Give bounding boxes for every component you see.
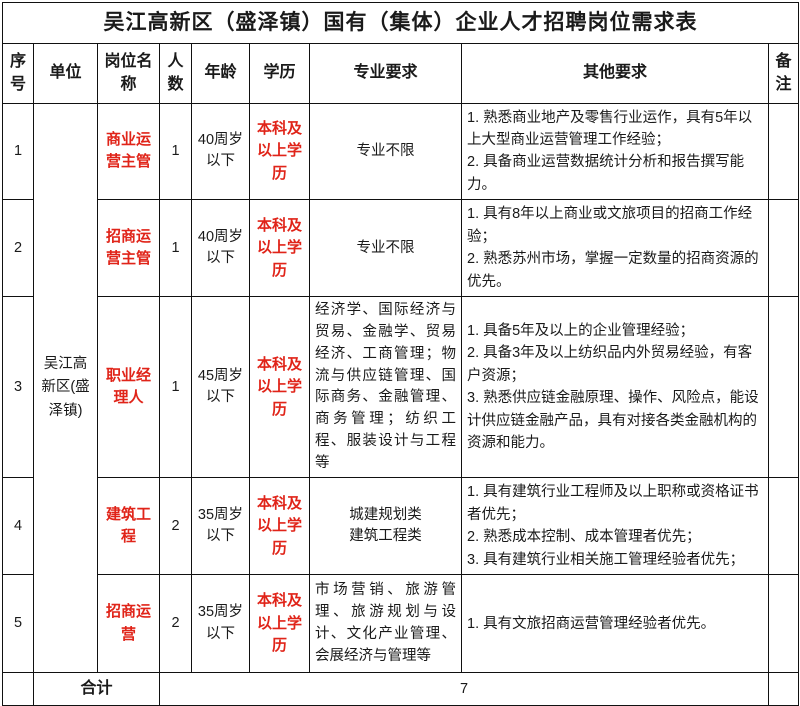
table-row: 2 招商运营主管 1 40周岁以下 本科及以上学历 专业不限 1. 具有8年以上… xyxy=(2,199,800,298)
other-requirement: 1. 具有8年以上商业或文旅项目的招商工作经验； 2. 熟悉苏州市场，掌握一定数… xyxy=(461,199,769,298)
total-row: 合计 7 xyxy=(2,672,800,706)
table-row: 3 职业经理人 1 45周岁以下 本科及以上学历 经济学、国际经济与贸易、金融学… xyxy=(2,296,800,479)
remark-cell xyxy=(767,199,800,298)
age-requirement: 40周岁以下 xyxy=(191,102,250,201)
remark-cell xyxy=(767,296,800,479)
col-header-index: 序号 xyxy=(2,42,34,104)
position-name: 招商运营主管 xyxy=(97,199,160,298)
headcount: 2 xyxy=(159,477,192,576)
position-name: 建筑工程 xyxy=(97,477,160,576)
page-title: 吴江高新区（盛泽镇）国有（集体）企业人才招聘岗位需求表 xyxy=(1,2,800,44)
header-row: 序号 单位 岗位名称 人数 年龄 学历 专业要求 其他要求 备注 xyxy=(2,42,800,104)
education-requirement: 本科及以上学历 xyxy=(249,102,310,201)
row-index: 2 xyxy=(2,199,34,298)
age-requirement: 35周岁以下 xyxy=(191,477,250,576)
col-header-major: 专业要求 xyxy=(309,42,462,104)
table-row: 1 吴江高新区(盛泽镇) 商业运营主管 1 40周岁以下 本科及以上学历 专业不… xyxy=(2,102,800,674)
headcount: 2 xyxy=(159,574,192,674)
education-requirement: 本科及以上学历 xyxy=(249,574,310,674)
position-name: 招商运营 xyxy=(97,574,160,674)
col-header-remark: 备注 xyxy=(767,42,800,104)
row-index: 1 xyxy=(2,102,34,201)
col-header-unit: 单位 xyxy=(33,42,98,104)
major-requirement: 专业不限 xyxy=(309,199,462,298)
headcount: 1 xyxy=(159,199,192,298)
headcount: 1 xyxy=(159,296,192,479)
col-header-other: 其他要求 xyxy=(461,42,769,104)
major-requirement: 市场营销、旅游管理、旅游规划与设计、文化产业管理、会展经济与管理等 xyxy=(309,574,462,674)
unit-name-cell: 吴江高新区(盛泽镇) xyxy=(33,102,98,674)
row-index: 4 xyxy=(2,477,34,576)
other-requirement: 1. 具备5年及以上的企业管理经验； 2. 具备3年及以上纺织品内外贸易经验，有… xyxy=(461,296,769,479)
position-name: 职业经理人 xyxy=(97,296,160,479)
education-requirement: 本科及以上学历 xyxy=(249,199,310,298)
remark-cell xyxy=(767,477,800,576)
major-requirement: 专业不限 xyxy=(309,102,462,201)
col-header-headcount: 人数 xyxy=(159,42,192,104)
remark-cell xyxy=(767,672,800,706)
col-header-age: 年龄 xyxy=(191,42,250,104)
age-requirement: 40周岁以下 xyxy=(191,199,250,298)
position-name: 商业运营主管 xyxy=(97,102,160,201)
age-requirement: 45周岁以下 xyxy=(191,296,250,479)
age-requirement: 35周岁以下 xyxy=(191,574,250,674)
other-requirement: 1. 熟悉商业地产及零售行业运作，具有5年以上大型商业运营管理工作经验； 2. … xyxy=(461,102,769,201)
other-requirement: 1. 具有建筑行业工程师及以上职称或资格证书者优先； 2. 熟悉成本控制、成本管… xyxy=(461,477,769,576)
row-index: 3 xyxy=(2,296,34,479)
total-row-index-cell xyxy=(2,672,34,706)
col-header-position: 岗位名称 xyxy=(97,42,160,104)
major-requirement: 城建规划类 建筑工程类 xyxy=(309,477,462,576)
title-row: 吴江高新区（盛泽镇）国有（集体）企业人才招聘岗位需求表 xyxy=(1,2,800,44)
total-label: 合计 xyxy=(33,672,160,706)
other-requirement: 1. 具有文旅招商运营管理经验者优先。 xyxy=(461,574,769,674)
major-requirement: 经济学、国际经济与贸易、金融学、贸易经济、工商管理；物流与供应链管理、国际商务、… xyxy=(309,296,462,479)
headcount: 1 xyxy=(159,102,192,201)
table-row: 4 建筑工程 2 35周岁以下 本科及以上学历 城建规划类 建筑工程类 1. 具… xyxy=(2,477,800,576)
row-index: 5 xyxy=(2,574,34,674)
col-header-education: 学历 xyxy=(249,42,310,104)
remark-cell xyxy=(767,102,800,201)
education-requirement: 本科及以上学历 xyxy=(249,477,310,576)
table-row: 5 招商运营 2 35周岁以下 本科及以上学历 市场营销、旅游管理、旅游规划与设… xyxy=(2,574,800,674)
total-headcount: 7 xyxy=(159,672,769,706)
remark-cell xyxy=(767,574,800,674)
education-requirement: 本科及以上学历 xyxy=(249,296,310,479)
